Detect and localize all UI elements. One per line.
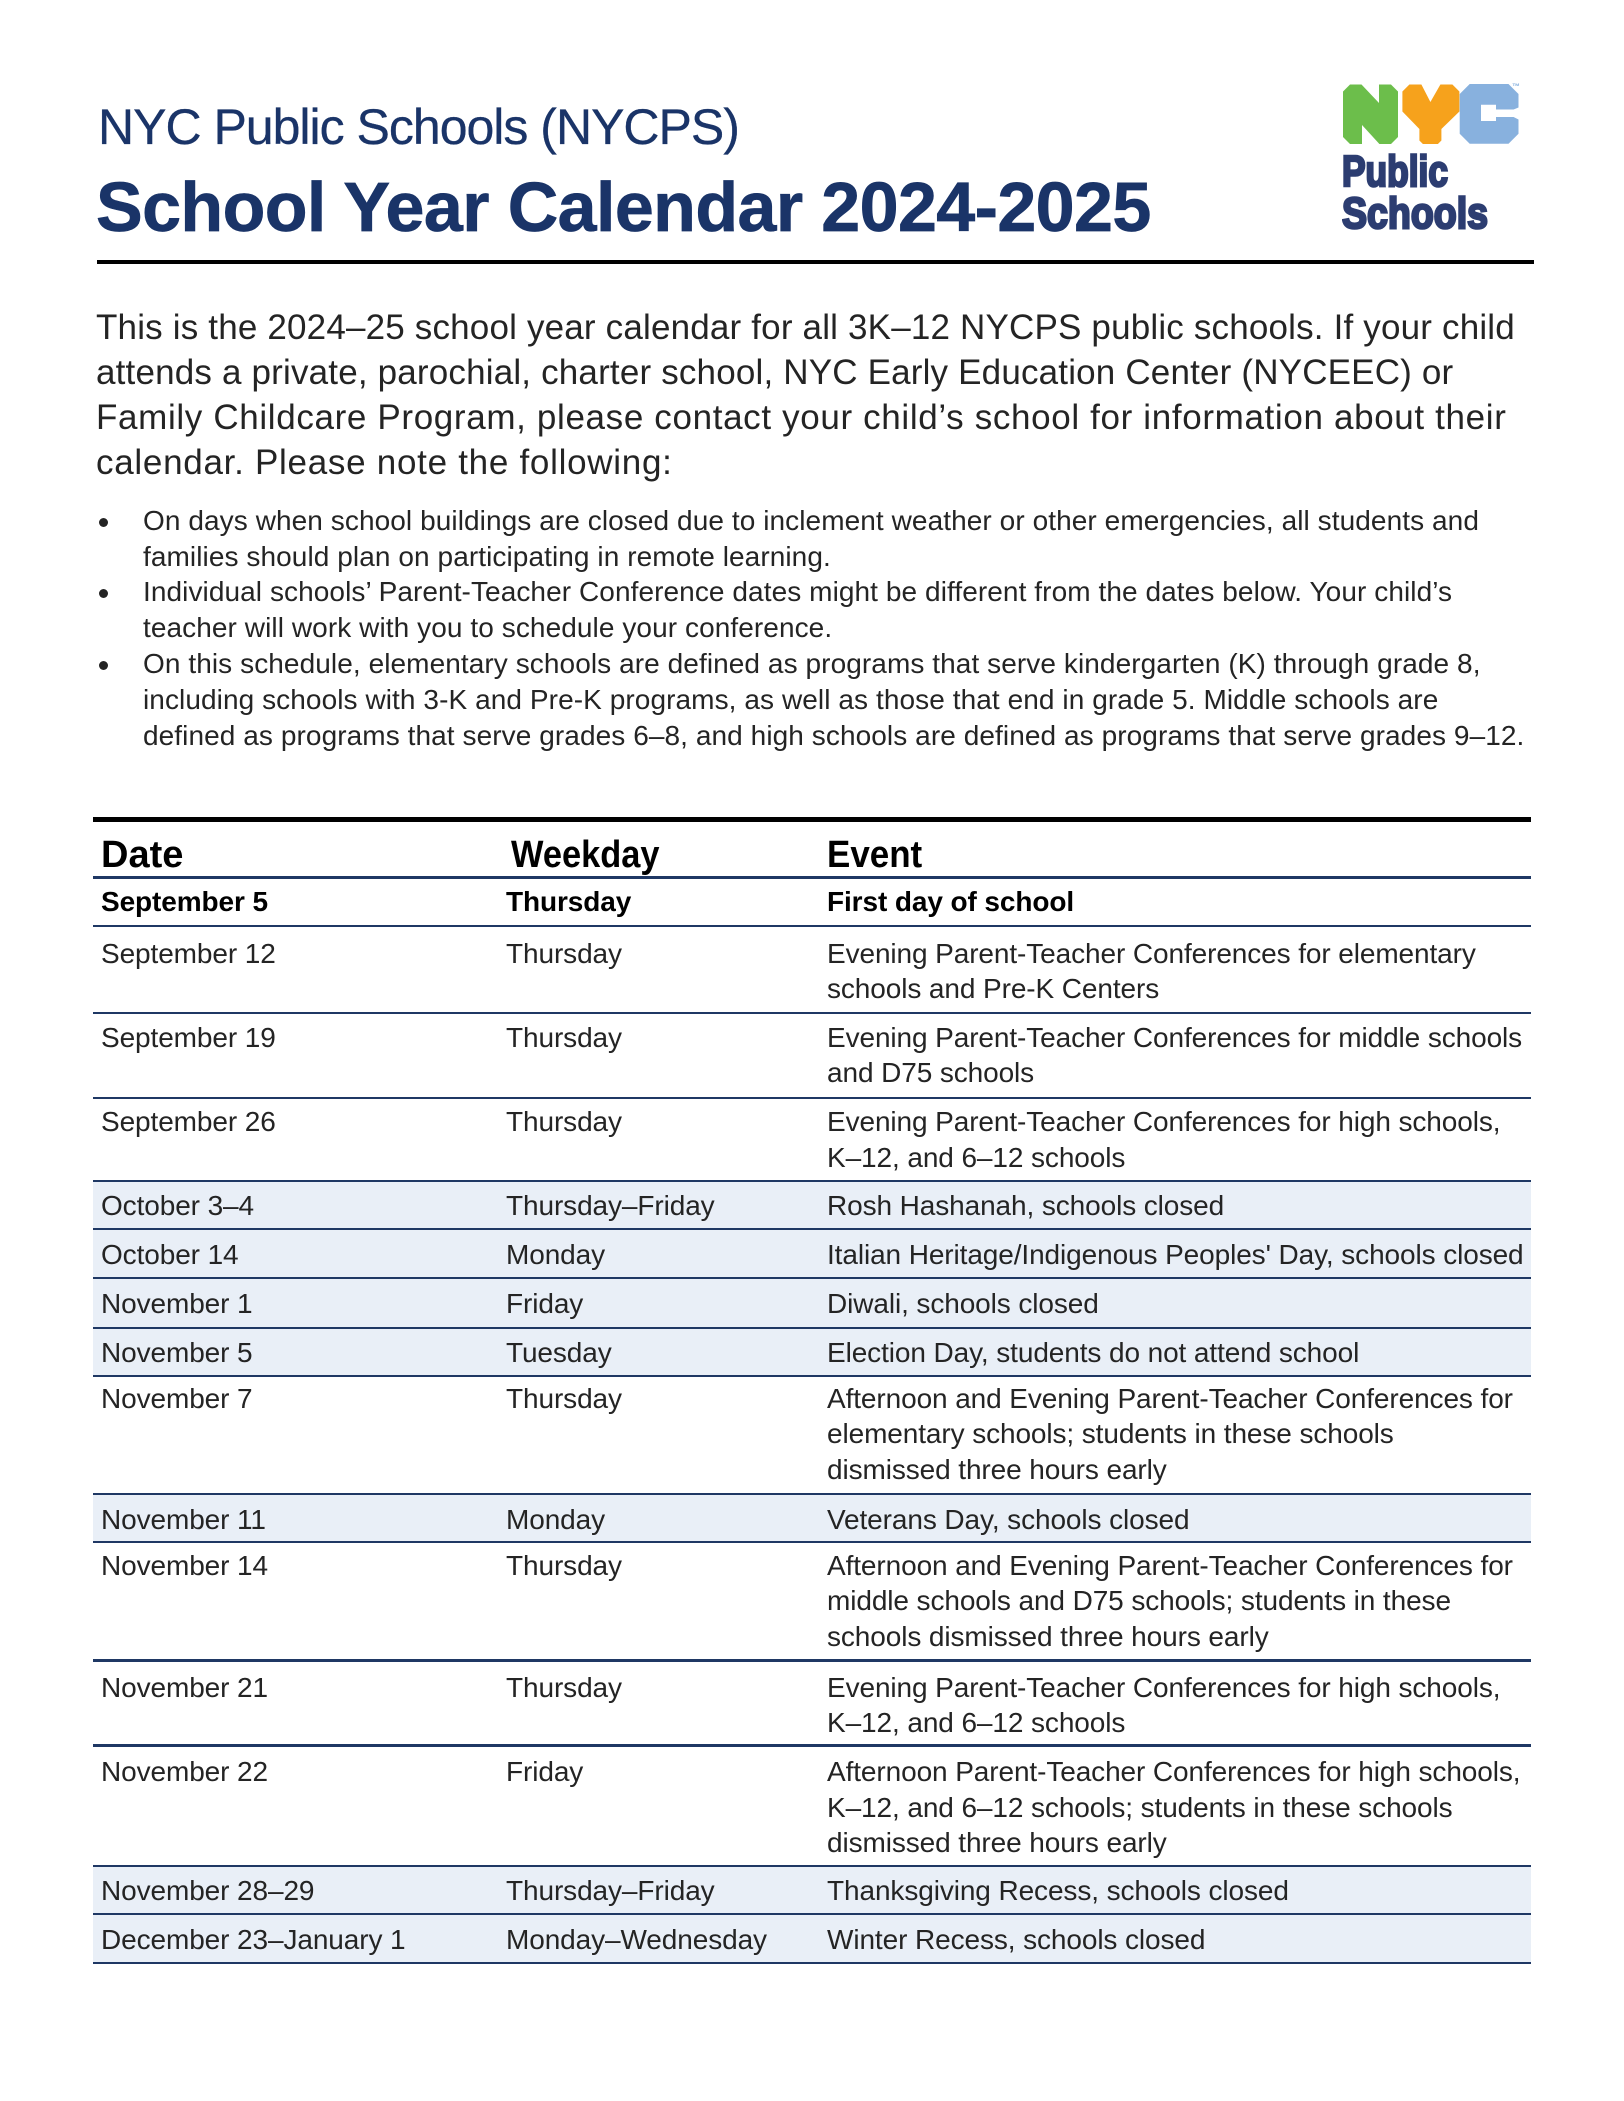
svg-text:™: ™ (1512, 82, 1520, 91)
svg-text:Schools: Schools (1342, 189, 1488, 233)
svg-text:Public: Public (1342, 147, 1448, 196)
